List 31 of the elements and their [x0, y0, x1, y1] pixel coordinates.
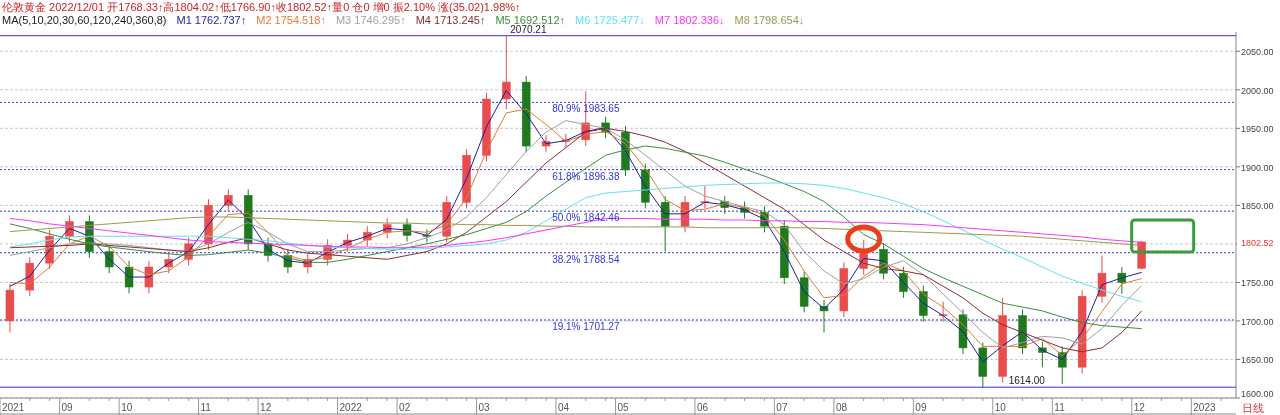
x-tick-label: 08 — [835, 402, 848, 413]
x-tick-label: 2022 — [339, 402, 363, 413]
y-tick-label: 2000.00 — [1241, 85, 1274, 96]
y-tick-label: 1600.00 — [1241, 389, 1274, 399]
x-tick-label: 10 — [121, 402, 133, 413]
y-tick-label: 1950.00 — [1241, 124, 1274, 135]
x-tick-label: 11 — [1054, 402, 1066, 413]
y-tick-label: 2050.00 — [1241, 47, 1274, 58]
x-tick-label: 11 — [200, 402, 212, 413]
x-tick-label: 04 — [557, 402, 570, 413]
x-tick-label: 2021 — [2, 402, 25, 413]
y-tick-label: 1700.00 — [1241, 316, 1274, 327]
x-tick-label: 03 — [478, 402, 491, 413]
subtitle: MA(5,10,20,30,60,120,240,360,8) — [2, 14, 167, 26]
y-tick-label: 1750.00 — [1241, 278, 1274, 289]
x-tick-label: 07 — [776, 402, 788, 413]
y-tick-label: 1650.00 — [1241, 355, 1274, 366]
annotation: 日线 — [1242, 402, 1264, 414]
x-tick-label: 09 — [915, 402, 927, 413]
x-tick-label: 02 — [399, 402, 411, 413]
x-tick-label: 2023 — [1193, 402, 1217, 413]
annotation: 1802.52 — [1241, 237, 1274, 248]
title: 伦敦黄金 2022/12/01 开1768.33↑高1804.02↑低1766.90↑收1802.52↑量0 仓0 增0 振2.10% 涨(35.02)1.98%↑ — [2, 1, 521, 13]
x-tick-label: 10 — [994, 402, 1007, 413]
x-tick-label: 09 — [61, 402, 74, 413]
x-tick-label: 12 — [260, 402, 272, 413]
x-tick-label: 12 — [1133, 402, 1146, 413]
y-tick-label: 1900.00 — [1241, 162, 1274, 173]
x-tick-label: 06 — [696, 402, 709, 413]
y-tick-label: 1850.00 — [1241, 201, 1274, 212]
x-tick-label: 05 — [617, 402, 630, 413]
